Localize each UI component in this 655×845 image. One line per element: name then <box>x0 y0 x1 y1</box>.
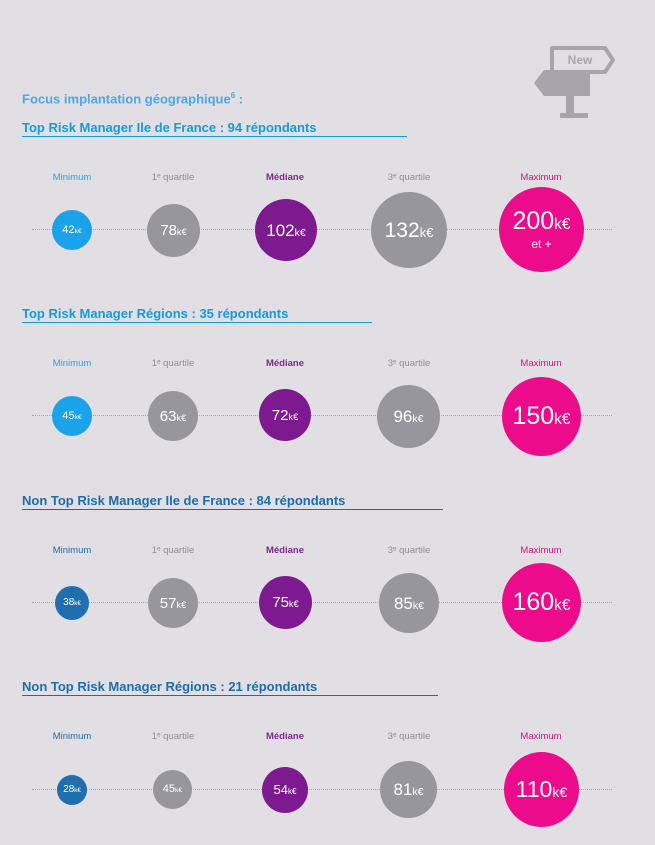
unit: k€ <box>419 224 434 240</box>
unit: k€ <box>287 787 297 797</box>
section-title: Non Top Risk Manager Régions : 21 répond… <box>22 679 438 696</box>
q1-bubble: 63k€ <box>148 391 198 441</box>
unit: k€ <box>74 787 81 794</box>
unit: k€ <box>288 599 299 609</box>
median-bubble: 72k€ <box>259 389 311 441</box>
minimum-bubble: 38k€ <box>55 586 89 620</box>
focus-title-text: Focus implantation géographique <box>22 91 231 107</box>
q1-label: 1ᵉ quartile <box>151 545 195 556</box>
unit: k€ <box>175 787 183 794</box>
median-label: Médiane <box>265 172 304 183</box>
q3-label: 3ᵉ quartile <box>387 172 431 183</box>
section-title: Top Risk Manager Ile de France : 94 répo… <box>22 120 407 137</box>
q1-bubble: 78k€ <box>147 204 200 257</box>
unit: k€ <box>74 413 82 421</box>
new-badge-text: New <box>568 53 593 67</box>
maximum-bubble: 160k€ <box>502 563 581 642</box>
q1-bubble: 57k€ <box>148 578 198 628</box>
unit: k€ <box>176 227 187 237</box>
focus-title-suffix: : <box>235 91 244 107</box>
unit: k€ <box>74 227 82 235</box>
maximum-extra: et + <box>531 237 552 251</box>
axis-line <box>32 602 612 603</box>
unit: k€ <box>412 599 425 612</box>
median-label: Médiane <box>265 545 304 556</box>
q1-bubble: 45k€ <box>153 770 192 809</box>
median-value: 54 <box>273 782 288 798</box>
maximum-bubble: 150k€ <box>502 377 581 456</box>
unit: k€ <box>412 786 424 798</box>
minimum-label: Minimum <box>52 545 92 556</box>
q3-label: 3ᵉ quartile <box>387 358 431 369</box>
q1-label: 1ᵉ quartile <box>151 731 195 742</box>
median-value: 102 <box>266 220 295 240</box>
minimum-value: 28 <box>63 784 75 795</box>
median-label: Médiane <box>265 358 304 369</box>
focus-footnote: 6 <box>230 91 236 100</box>
q3-bubble: 96k€ <box>377 385 440 448</box>
q3-bubble: 85k€ <box>379 573 439 633</box>
signpost-icon: New <box>534 46 615 118</box>
minimum-label: Minimum <box>52 172 92 183</box>
axis-line <box>32 229 612 230</box>
maximum-label: Maximum <box>520 731 562 742</box>
q3-value: 85 <box>393 593 413 613</box>
minimum-value: 38 <box>63 597 75 608</box>
unit: k€ <box>294 226 306 239</box>
median-label: Médiane <box>265 731 304 742</box>
minimum-bubble: 45k€ <box>52 396 92 436</box>
q3-value: 96 <box>393 407 413 426</box>
q1-value: 57 <box>159 594 177 612</box>
q1-value: 45 <box>162 783 176 795</box>
median-bubble: 75k€ <box>259 576 312 629</box>
median-value: 72 <box>271 406 289 424</box>
maximum-value: 160 <box>512 588 555 616</box>
q3-bubble: 132k€ <box>371 192 447 268</box>
minimum-bubble: 28k€ <box>57 775 87 805</box>
q1-label: 1ᵉ quartile <box>151 358 195 369</box>
unit: k€ <box>176 412 187 423</box>
maximum-value: 200 <box>512 207 555 235</box>
q3-value: 81 <box>393 780 413 799</box>
q3-label: 3ᵉ quartile <box>387 545 431 556</box>
maximum-value: 150 <box>512 402 555 430</box>
minimum-bubble: 42k€ <box>52 210 92 250</box>
median-bubble: 54k€ <box>262 767 308 813</box>
section-title: Non Top Risk Manager Ile de France : 84 … <box>22 493 443 510</box>
minimum-label: Minimum <box>52 358 92 369</box>
q3-label: 3ᵉ quartile <box>387 731 431 742</box>
unit: k€ <box>74 600 81 607</box>
maximum-label: Maximum <box>520 358 562 369</box>
unit: k€ <box>288 411 299 422</box>
unit: k€ <box>554 411 571 428</box>
maximum-value: 110 <box>515 776 553 802</box>
axis-line <box>32 415 612 416</box>
q1-value: 63 <box>159 407 177 425</box>
q3-bubble: 81k€ <box>380 761 437 818</box>
q1-value: 78 <box>160 222 177 239</box>
unit: k€ <box>176 599 187 610</box>
minimum-value: 45 <box>62 409 75 422</box>
focus-title: Focus implantation géographique6 : <box>22 91 243 106</box>
maximum-label: Maximum <box>520 545 562 556</box>
median-bubble: 102k€ <box>255 199 317 261</box>
unit: k€ <box>412 413 424 425</box>
section-title: Top Risk Manager Régions : 35 répondants <box>22 306 372 323</box>
maximum-bubble: 200k€ et + <box>499 187 584 272</box>
median-value: 75 <box>272 594 289 611</box>
minimum-label: Minimum <box>52 731 92 742</box>
axis-line <box>32 789 612 790</box>
minimum-value: 42 <box>62 223 75 236</box>
q3-value: 132 <box>384 218 420 242</box>
q1-label: 1ᵉ quartile <box>151 172 195 183</box>
unit: k€ <box>554 216 571 233</box>
unit: k€ <box>554 597 571 614</box>
unit: k€ <box>552 785 568 801</box>
maximum-label: Maximum <box>520 172 562 183</box>
maximum-bubble: 110k€ <box>504 752 579 827</box>
